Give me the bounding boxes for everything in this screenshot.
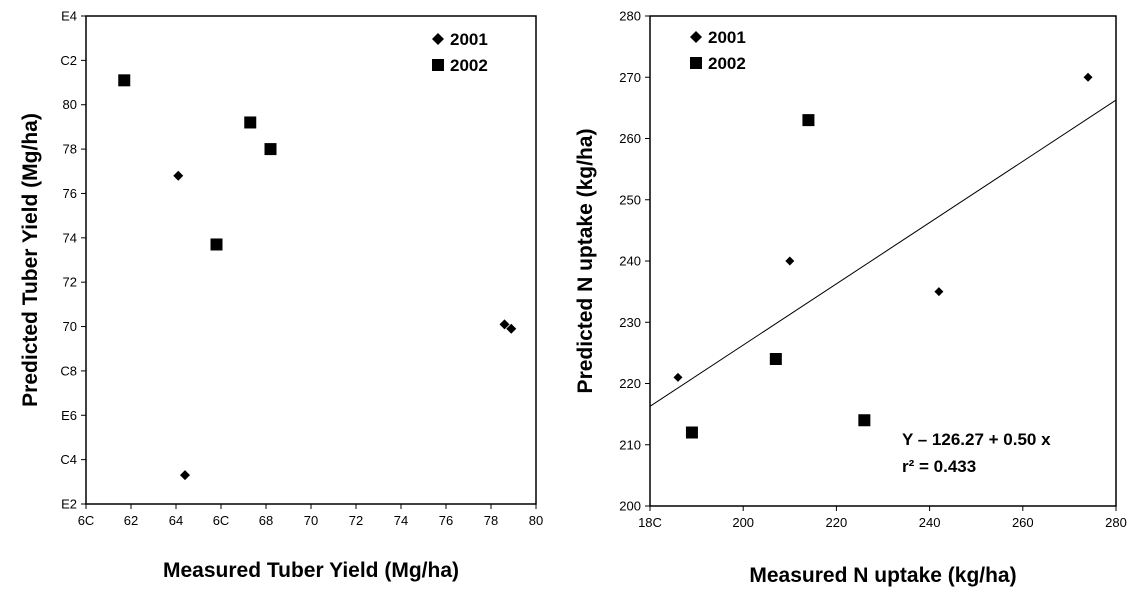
legend: 2001 2002 (432, 30, 488, 75)
tuber-yield-chart: 6C 62 64 6C 68 70 72 74 76 78 80 E2 C4 E6 C8 70 72 74 76 78… (19, 9, 543, 583)
x-tick-label: 80 (529, 513, 543, 528)
point-2002 (244, 116, 257, 129)
y-tick-label: 70 (63, 319, 77, 334)
point-2002 (118, 74, 131, 87)
plot-frame (85, 15, 537, 505)
point-2001 (506, 323, 517, 334)
point-2001 (785, 256, 795, 266)
data-points (673, 72, 1093, 439)
x-tick-label: 70 (304, 513, 318, 528)
y-tick-label: 200 (619, 499, 641, 514)
y-axis-title: Predicted Tuber Yield (Mg/ha) (19, 113, 42, 407)
legend-item-2002: 2002 (432, 56, 488, 75)
point-2001 (934, 287, 944, 297)
x-axis-title: Measured N uptake (kg/ha) (749, 564, 1016, 587)
y-tick-label: E2 (61, 497, 77, 512)
x-tick-label: 200 (732, 515, 754, 530)
y-tick-label: 72 (63, 275, 77, 290)
x-tick-label: 240 (919, 515, 941, 530)
point-2001 (673, 372, 683, 382)
legend-item-2001: 2001 (432, 30, 488, 49)
point-2002 (685, 426, 698, 439)
point-2002 (264, 143, 277, 156)
x-axis-title: Measured Tuber Yield (Mg/ha) (163, 559, 459, 582)
y-tick-label: 78 (63, 142, 77, 157)
y-axis-title: Predicted N uptake (kg/ha) (574, 129, 597, 394)
y-tick-label: 80 (63, 97, 77, 112)
point-2002 (858, 414, 871, 427)
x-tick-label: 280 (1105, 515, 1127, 530)
legend-label-2001: 2001 (450, 30, 488, 49)
x-tick-label: 68 (259, 513, 273, 528)
x-tick-label: 220 (826, 515, 848, 530)
y-tick-label: 230 (619, 315, 641, 330)
regression-line (649, 99, 1117, 407)
point-2002 (769, 353, 782, 365)
y-tick-label: 220 (619, 376, 641, 391)
legend-marker-diamond (432, 33, 444, 45)
x-tick-label: 76 (439, 513, 453, 528)
point-2001 (173, 170, 184, 181)
data-points (118, 74, 517, 481)
y-tick-label: 250 (619, 192, 641, 207)
point-2002 (210, 238, 223, 251)
x-tick-label: 74 (394, 513, 408, 528)
legend-label-2001: 2001 (708, 28, 746, 47)
legend-marker-square (432, 59, 444, 71)
legend-item-2001: 2001 (690, 28, 746, 47)
x-tick-label: 72 (349, 513, 363, 528)
ticks: 6C 62 64 6C 68 70 72 74 76 78 80 E2 C4 E6 C8 70 72 74 76 78… (60, 9, 543, 529)
y-tick-label: 76 (63, 186, 77, 201)
x-tick-label: 78 (484, 513, 498, 528)
y-tick-label: 210 (619, 437, 641, 452)
y-tick-label: C2 (60, 53, 77, 68)
point-2002 (802, 114, 815, 127)
y-tick-label: 270 (619, 70, 641, 85)
x-tick-label: 6C (78, 513, 95, 528)
legend-label-2002: 2002 (708, 54, 746, 73)
point-2001 (180, 470, 190, 481)
legend: 2001 2002 (690, 28, 746, 73)
x-tick-label: 18C (638, 515, 662, 530)
y-tick-label: 240 (619, 254, 641, 269)
r-squared: r² = 0.433 (902, 457, 976, 476)
y-tick-label: E6 (61, 408, 77, 423)
x-tick-label: 64 (169, 513, 183, 528)
ticks: 18C 200 220 240 260 2802002102202302402502602… (619, 9, 1127, 531)
x-tick-label: 62 (124, 513, 138, 528)
y-tick-label: 280 (619, 9, 641, 24)
y-tick-label: E4 (61, 9, 77, 24)
x-tick-label: 260 (1012, 515, 1034, 530)
legend-label-2002: 2002 (450, 56, 488, 75)
legend-marker-diamond (690, 31, 702, 43)
y-tick-label: C4 (60, 452, 77, 467)
n-uptake-chart: 18C 200 220 240 260 2802002102202302402502602… (574, 9, 1127, 588)
y-tick-label: C8 (60, 363, 77, 378)
legend-marker-square (690, 57, 702, 69)
point-2001 (499, 319, 510, 330)
regression-equation: Y – 126.27 + 0.50 x (902, 430, 1051, 449)
y-tick-label: 74 (63, 230, 77, 245)
y-tick-label: 260 (619, 131, 641, 146)
x-tick-label: 6C (213, 513, 230, 528)
point-2001 (1083, 72, 1093, 82)
legend-item-2002: 2002 (690, 54, 746, 73)
